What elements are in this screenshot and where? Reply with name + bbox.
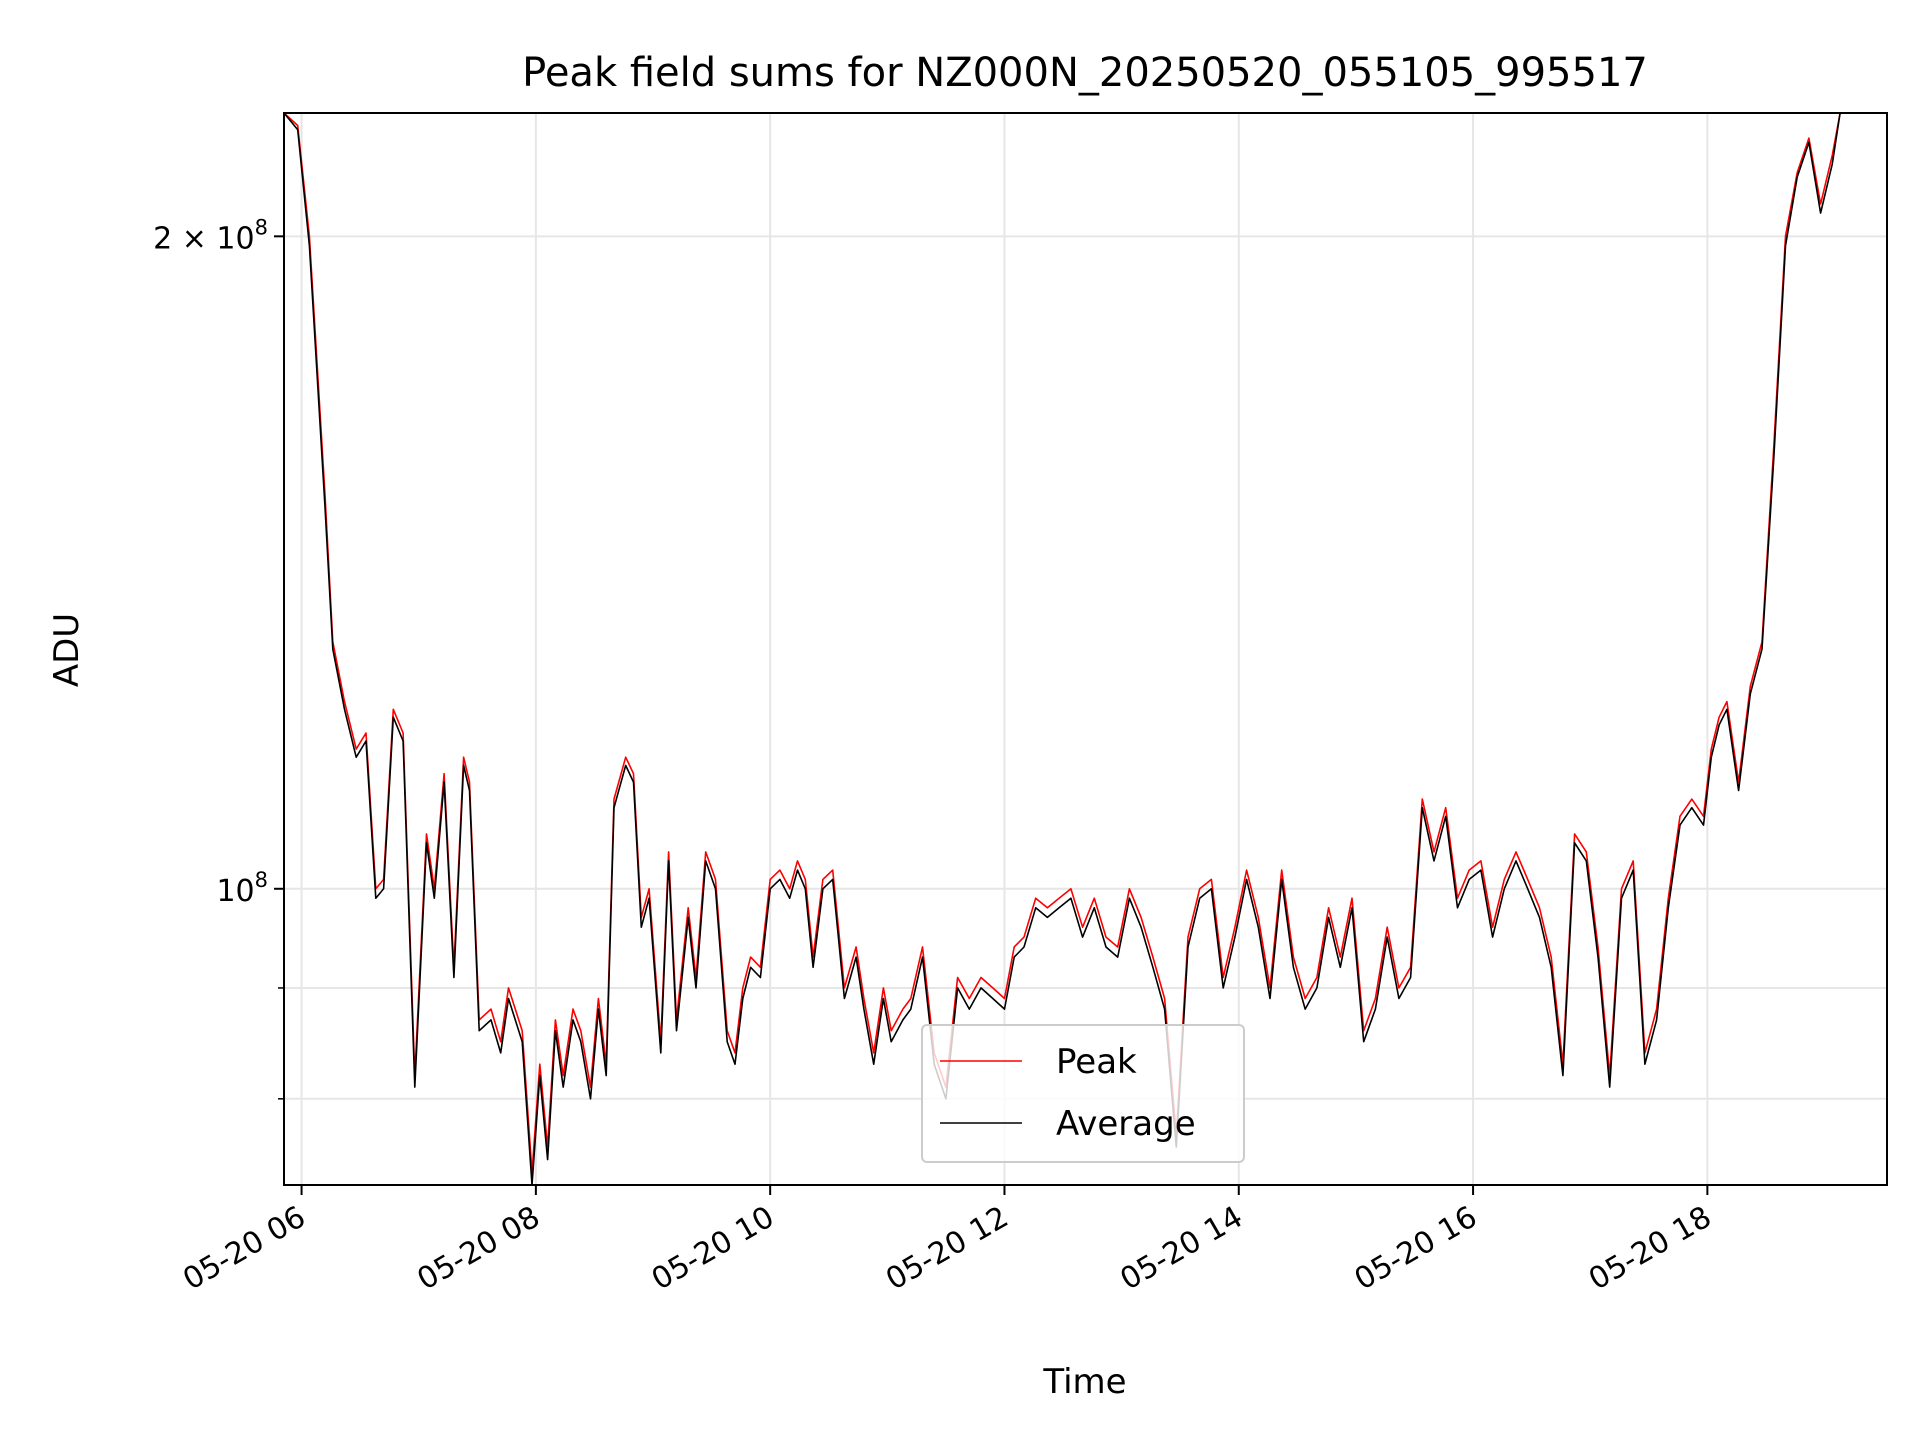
legend-box [921,1024,1245,1163]
plot-area-frame [283,112,1888,1186]
legend-label-average: Average [1056,1104,1196,1144]
y-tick-exponent: 8 [255,868,268,892]
plot-area-background [284,113,1887,1185]
y-axis-label: ADU [47,613,87,687]
y-tick-mantissa: 10 [216,874,254,909]
y-tick-label: 2 × 108 [153,215,268,256]
y-tick-exponent: 8 [255,215,268,239]
y-tick-label: 108 [216,868,268,909]
x-axis-label: Time [1042,1362,1126,1402]
legend: Peak Average [921,1024,1245,1163]
series-line-average [283,112,1841,1186]
series-layer [283,112,1841,1186]
chart-title: Peak field sums for NZ000N_20250520_0551… [522,50,1648,96]
y-tick-mantissa: 2 × 10 [153,221,254,256]
legend-label-peak: Peak [1056,1042,1137,1082]
grid-layer [284,113,1887,1185]
